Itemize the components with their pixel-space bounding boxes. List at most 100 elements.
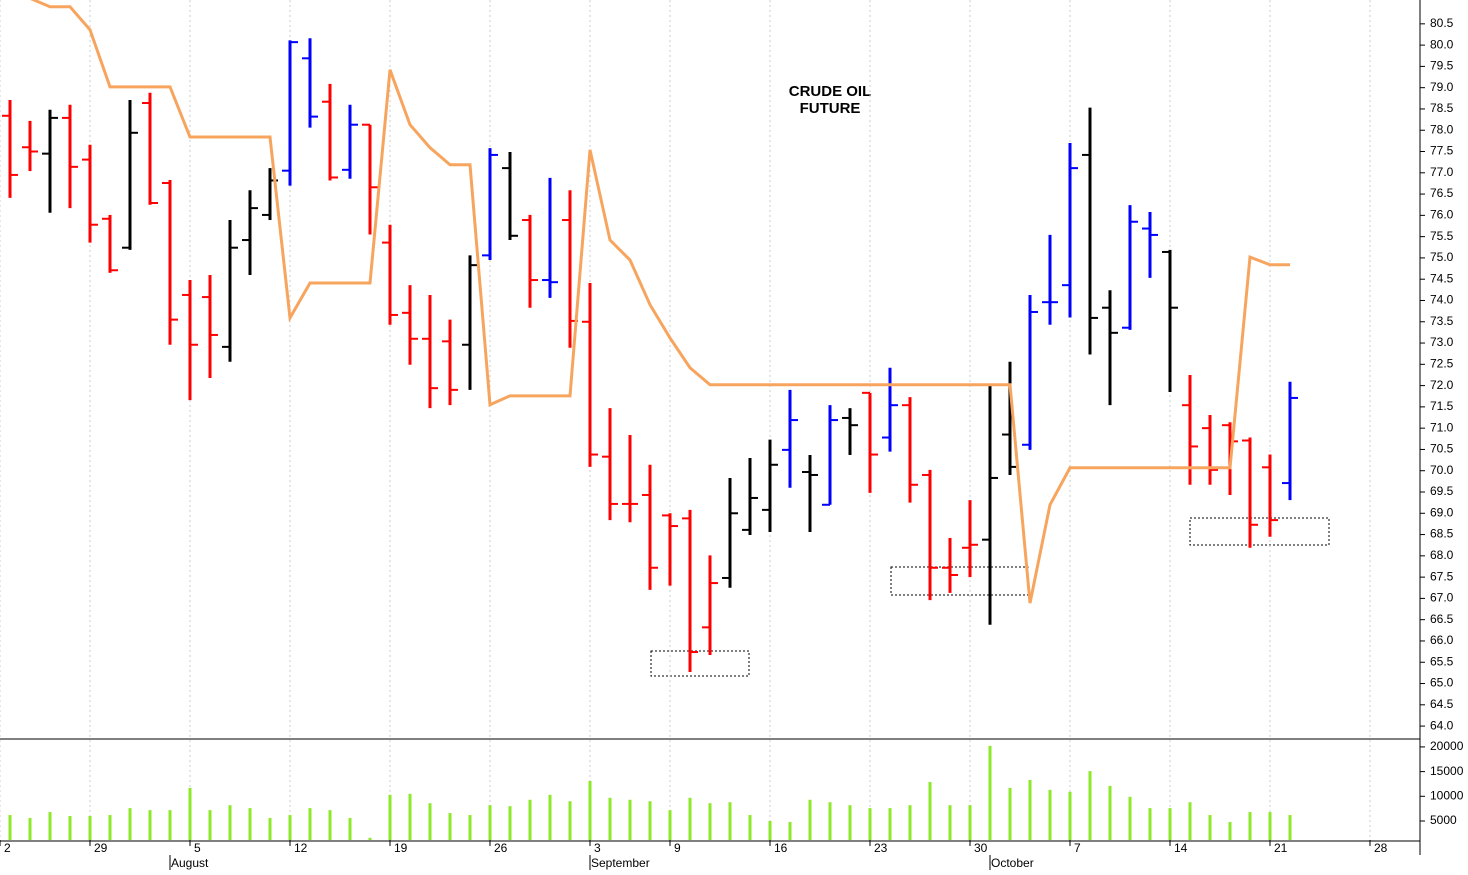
x-tick-label: 5 — [194, 841, 201, 855]
y-tick-label: 78.5 — [1430, 101, 1454, 115]
ohlc-bar — [102, 214, 118, 273]
ohlc-bar — [1242, 437, 1258, 548]
y-tick-label: 72.0 — [1430, 378, 1454, 392]
month-label: August — [171, 856, 209, 870]
ohlc-bar — [882, 367, 898, 452]
x-tick-label: 16 — [774, 841, 788, 855]
y-tick-label: 76.0 — [1430, 208, 1454, 222]
ohlc-bar — [602, 408, 618, 521]
volume-tick-label: 20000 — [1430, 739, 1464, 753]
ohlc-bar — [522, 214, 538, 308]
x-tick-label: 28 — [1374, 841, 1388, 855]
ohlc-bar — [722, 477, 738, 588]
x-tick-label: 7 — [1074, 841, 1081, 855]
ohlc-bar — [82, 144, 98, 243]
y-tick-label: 79.0 — [1430, 80, 1454, 94]
ohlc-bar — [782, 389, 798, 488]
ohlc-bar — [62, 104, 78, 209]
ohlc-bar — [962, 500, 978, 578]
ohlc-bar — [1042, 234, 1058, 325]
y-tick-label: 77.5 — [1430, 144, 1454, 158]
ohlc-bar — [642, 464, 658, 590]
ohlc-bar — [1162, 249, 1178, 392]
ohlc-bar — [182, 280, 198, 401]
x-tick-label: 9 — [674, 841, 681, 855]
ohlc-bar — [1062, 143, 1078, 318]
volume-tick-label: 15000 — [1430, 764, 1464, 778]
annotation-box — [650, 650, 750, 677]
y-tick-label: 67.0 — [1430, 591, 1454, 605]
x-tick-label: 12 — [294, 841, 308, 855]
ohlc-bar — [742, 457, 758, 535]
volume-tick-label: 10000 — [1430, 788, 1464, 802]
ohlc-bar — [1202, 414, 1218, 485]
y-tick-label: 78.0 — [1430, 122, 1454, 136]
ohlc-bar — [822, 405, 838, 506]
x-tick-label: 19 — [394, 841, 408, 855]
y-tick-label: 70.0 — [1430, 463, 1454, 477]
x-tick-label: 29 — [94, 841, 108, 855]
ohlc-bar — [442, 319, 458, 406]
y-tick-label: 77.0 — [1430, 165, 1454, 179]
y-tick-label: 74.0 — [1430, 293, 1454, 307]
x-tick-label: 3 — [594, 841, 601, 855]
annotation-box — [890, 566, 1029, 596]
ohlc-bar — [42, 109, 58, 213]
ohlc-bar — [422, 294, 438, 409]
y-tick-label: 74.5 — [1430, 271, 1454, 285]
ohlc-bar — [502, 151, 518, 241]
y-tick-label: 75.5 — [1430, 229, 1454, 243]
ohlc-bar — [542, 177, 558, 298]
ohlc-bar — [842, 408, 858, 455]
y-tick-label: 71.0 — [1430, 420, 1454, 434]
ohlc-bar — [242, 190, 258, 275]
y-tick-label: 66.0 — [1430, 633, 1454, 647]
ohlc-bar — [162, 180, 178, 345]
ohlc-bar — [362, 123, 378, 235]
x-tick-label: 23 — [874, 841, 888, 855]
ohlc-bar — [702, 555, 718, 656]
ohlc-bar — [1262, 454, 1278, 537]
x-tick-label: 14 — [1174, 841, 1188, 855]
stop-line — [30, 0, 1290, 604]
y-tick-label: 73.0 — [1430, 335, 1454, 349]
ohlc-bar — [982, 385, 998, 625]
x-tick-label: 2 — [4, 841, 11, 855]
y-tick-label: 67.5 — [1430, 569, 1454, 583]
y-tick-label: 71.5 — [1430, 399, 1454, 413]
y-tick-label: 64.0 — [1430, 718, 1454, 732]
ohlc-bar — [1102, 290, 1118, 406]
y-tick-label: 68.0 — [1430, 548, 1454, 562]
y-tick-label: 69.5 — [1430, 484, 1454, 498]
ohlc-bar — [1282, 381, 1298, 501]
y-tick-label: 80.0 — [1430, 37, 1454, 51]
ohlc-bar — [922, 469, 938, 601]
ohlc-bar — [2, 100, 18, 198]
y-tick-label: 69.0 — [1430, 505, 1454, 519]
y-tick-label: 72.5 — [1430, 356, 1454, 370]
ohlc-bar — [342, 104, 358, 179]
ohlc-bar — [1022, 294, 1038, 450]
y-tick-label: 64.5 — [1430, 697, 1454, 711]
ohlc-bar — [142, 92, 158, 205]
y-tick-label: 79.5 — [1430, 59, 1454, 73]
ohlc-bar — [202, 274, 218, 378]
x-tick-label: 21 — [1274, 841, 1288, 855]
ohlc-bar — [1142, 211, 1158, 278]
chart-title: CRUDE OIL — [789, 83, 872, 100]
ohlc-bar — [622, 434, 638, 523]
ohlc-bar — [862, 391, 878, 493]
ohlc-bar — [902, 397, 918, 503]
ohlc-bar — [1122, 205, 1138, 330]
ohlc-bar — [682, 509, 698, 673]
ohlc-bar — [1082, 107, 1098, 355]
ohlc-bar — [462, 255, 478, 390]
ohlc-bar — [802, 454, 818, 533]
y-tick-label: 75.0 — [1430, 250, 1454, 264]
ohlc-bar — [382, 224, 398, 325]
month-label: September — [591, 856, 650, 870]
ohlc-bar — [122, 100, 138, 250]
ohlc-bar — [482, 148, 498, 261]
x-tick-label: 26 — [494, 841, 508, 855]
